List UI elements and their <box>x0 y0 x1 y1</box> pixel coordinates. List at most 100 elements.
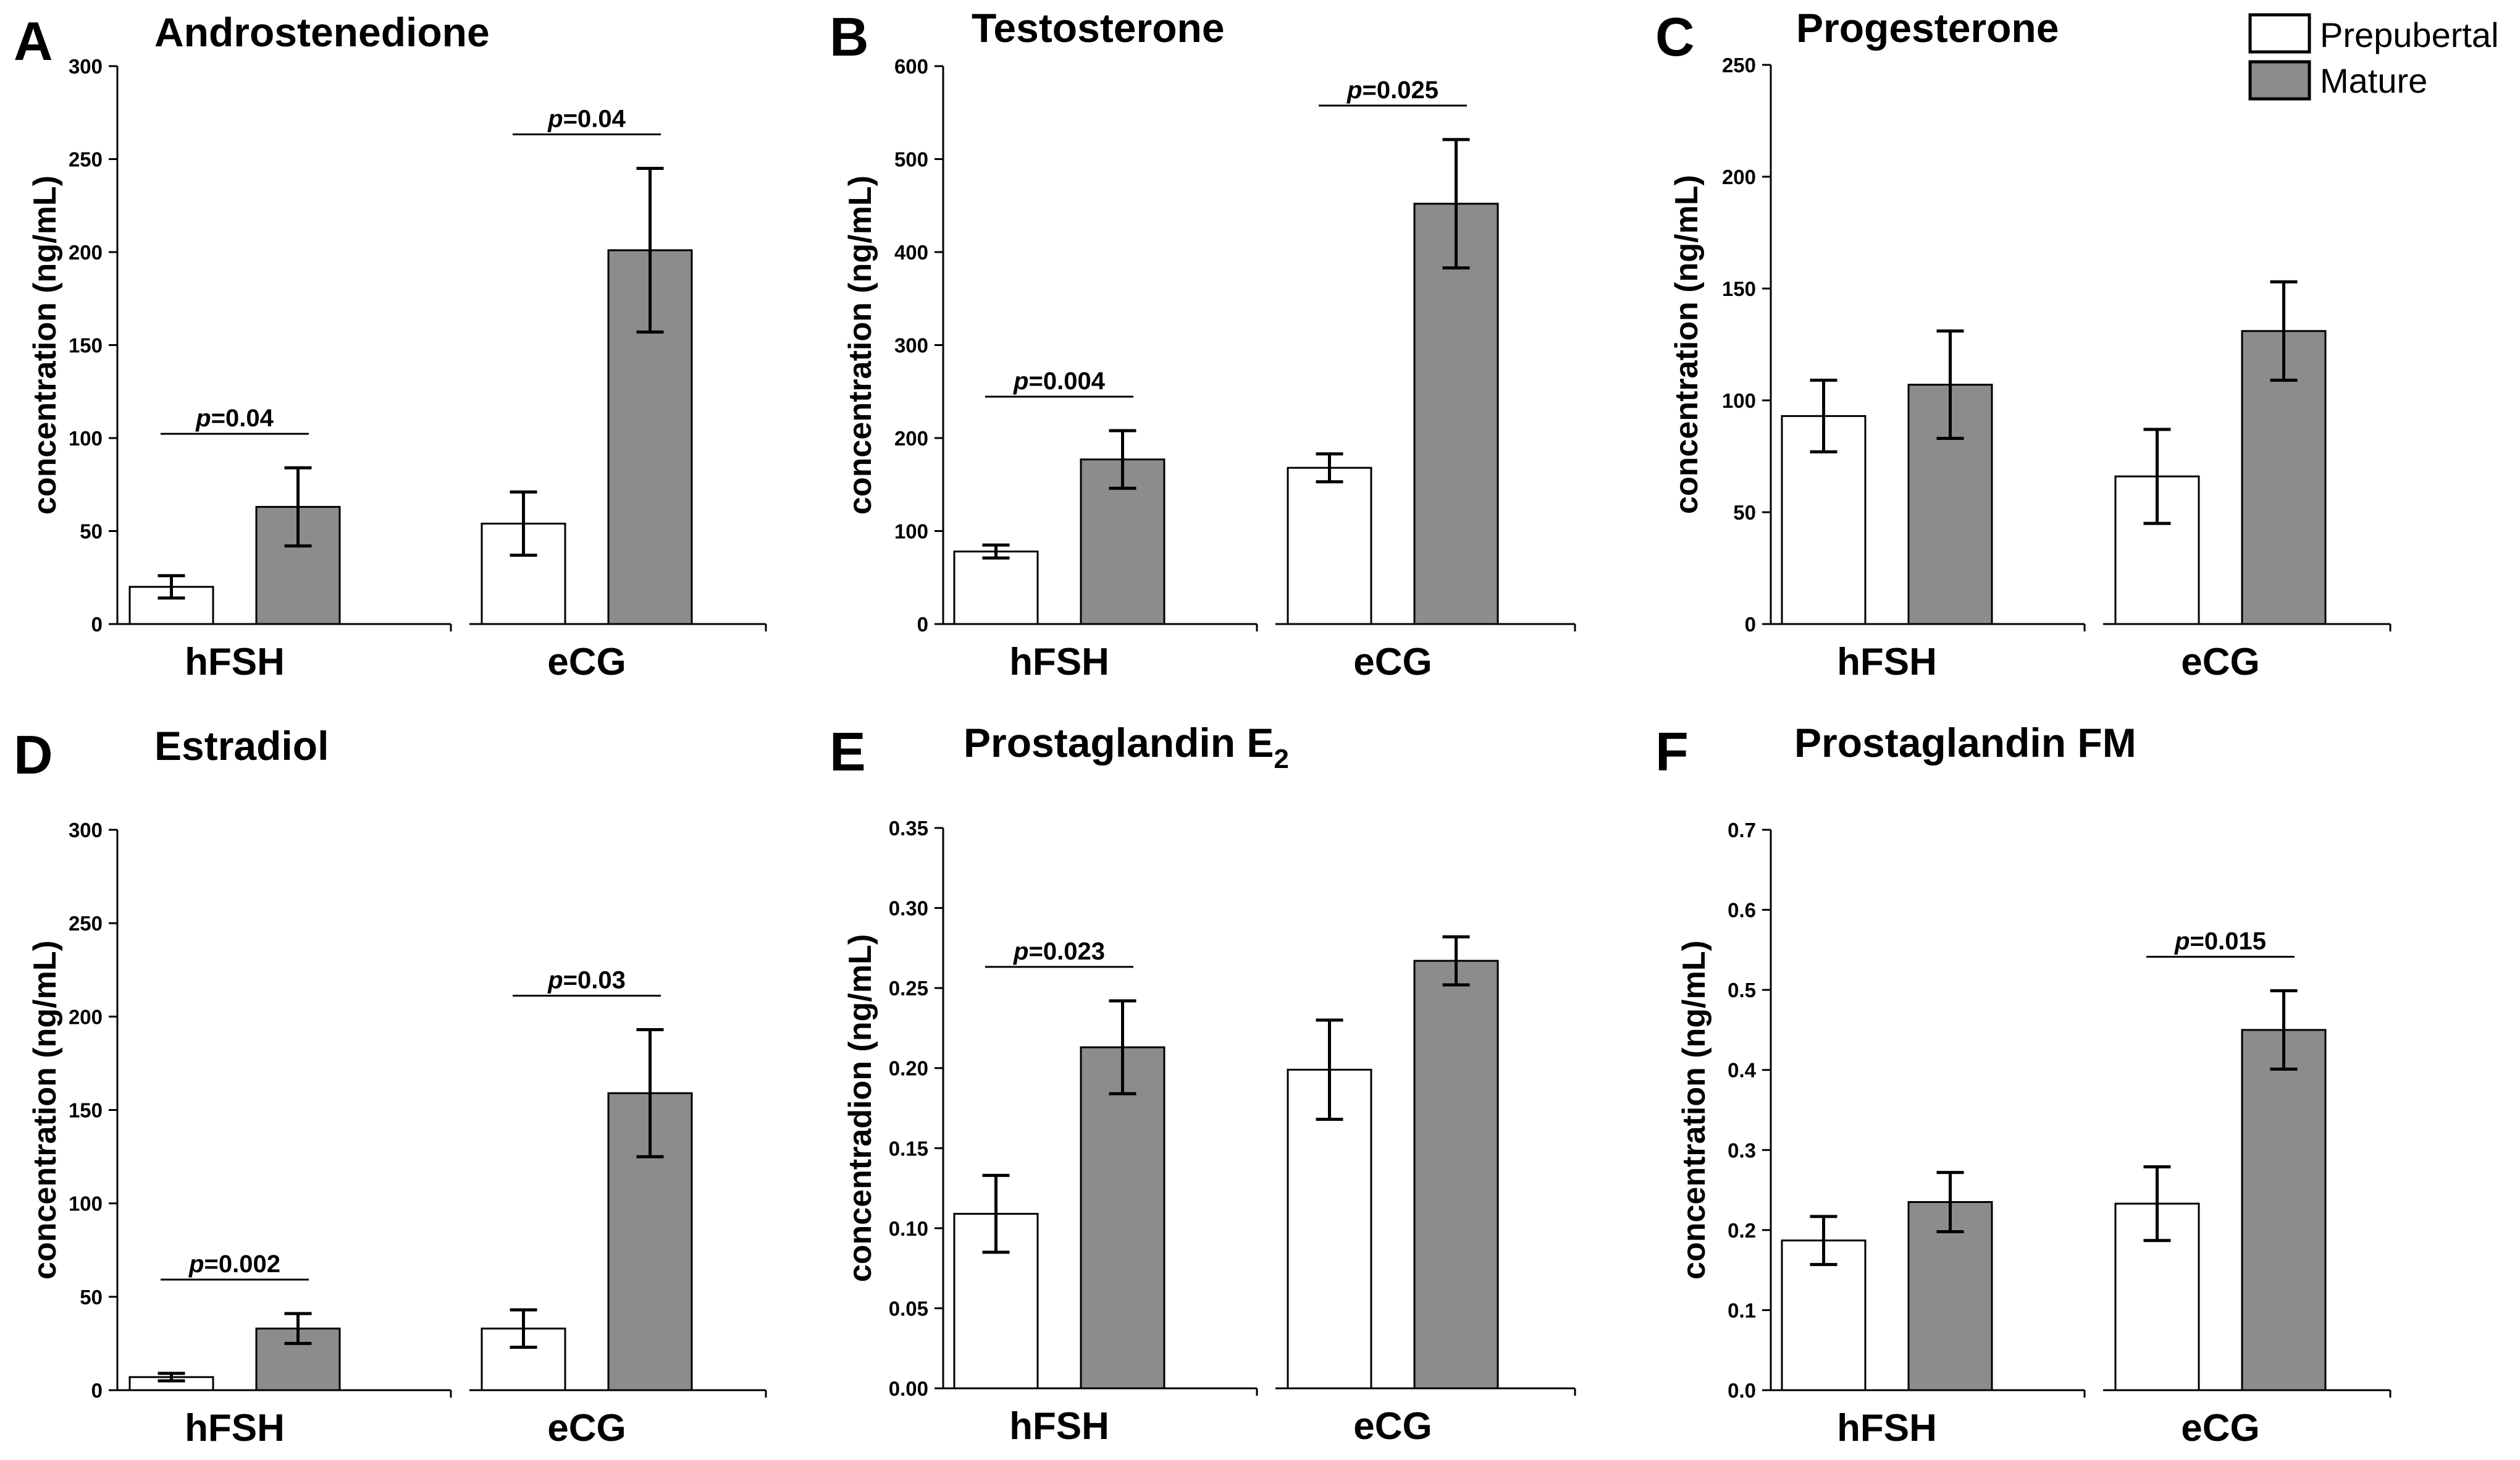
p-value: =0.002 <box>204 1251 280 1278</box>
p-value: =0.004 <box>1028 368 1105 395</box>
panel-title: Prostaglandin E2 <box>964 720 1289 774</box>
y-tick-label: 0.1 <box>1728 1299 1756 1322</box>
y-tick-label: 0.30 <box>889 897 928 920</box>
y-tick-label: 0.35 <box>889 817 928 840</box>
p-value: =0.04 <box>211 405 274 432</box>
p-value: =0.023 <box>1028 938 1104 965</box>
x-category-label: eCG <box>547 641 626 683</box>
y-tick-label: 150 <box>1722 277 1756 300</box>
y-tick-label: 0.2 <box>1728 1219 1756 1242</box>
bar-mature <box>1907 1201 1993 1391</box>
x-category-label: eCG <box>2181 641 2259 683</box>
y-tick-label: 0.4 <box>1728 1059 1757 1082</box>
panel-title: Prostaglandin FM <box>1794 720 2136 766</box>
chart-panel: E Prostaglandin E2 concentradion (ng/mL) 0.… <box>830 720 1576 1448</box>
y-axis-label: concentration (ng/mL) <box>842 175 878 515</box>
y-tick-label: 200 <box>69 241 103 264</box>
y-tick-label: 0.0 <box>1728 1379 1756 1402</box>
y-axis-label: concentradion (ng/mL) <box>842 934 878 1282</box>
y-tick-label: 100 <box>69 1192 103 1215</box>
p-value-label: p=0.04 <box>547 106 626 133</box>
y-tick-label: 0.6 <box>1728 899 1756 922</box>
panel-letter: C <box>1655 6 1695 67</box>
p-value-label: p=0.002 <box>188 1251 280 1278</box>
p-value-label: p=0.03 <box>547 966 626 994</box>
p-symbol: p <box>2174 927 2190 955</box>
bar-prepubertal <box>953 551 1039 625</box>
y-tick-label: 200 <box>69 1005 103 1028</box>
y-tick-label: 0.3 <box>1728 1139 1756 1162</box>
y-tick-label: 400 <box>894 241 928 264</box>
y-tick-label: 250 <box>69 912 103 935</box>
panel-title-subscript: 2 <box>1274 744 1288 774</box>
panel-letter: F <box>1655 721 1689 782</box>
panel-letter: A <box>14 11 53 72</box>
p-value: =0.025 <box>1362 77 1438 104</box>
chart-panel: A Androstenedione concentration (ng/mL) 0 50… <box>14 9 767 683</box>
y-axis-label: concentration (ng/mL) <box>1669 175 1705 514</box>
y-tick-label: 150 <box>69 1099 103 1122</box>
y-tick-label: 100 <box>1722 389 1756 412</box>
x-category-label: hFSH <box>185 641 285 683</box>
y-tick-label: 50 <box>80 520 103 543</box>
panel-title: Progesterone <box>1796 5 2059 51</box>
panel-letter: D <box>14 724 53 785</box>
y-tick-label: 0.20 <box>889 1057 928 1080</box>
x-category-label: hFSH <box>1837 641 1937 683</box>
y-tick-label: 200 <box>894 427 928 450</box>
y-tick-label: 0.00 <box>889 1377 928 1400</box>
panel-letter: E <box>830 721 866 782</box>
y-tick-label: 300 <box>69 55 103 78</box>
legend: Prepubertal Mature <box>2248 13 2499 101</box>
y-axis-label: concentration (ng/mL) <box>1676 940 1712 1280</box>
y-tick-label: 100 <box>894 520 928 543</box>
p-symbol: p <box>1013 368 1028 395</box>
p-symbol: p <box>547 106 563 133</box>
p-value: =0.04 <box>563 106 626 133</box>
y-tick-label: 0.25 <box>889 977 928 1000</box>
panel-title: Testosterone <box>972 5 1225 51</box>
x-category-label: eCG <box>1353 1405 1432 1448</box>
y-tick-label: 0.15 <box>889 1137 928 1160</box>
x-category-label: hFSH <box>1837 1407 1937 1449</box>
y-tick-label: 0.05 <box>889 1297 928 1320</box>
bar-prepubertal <box>1287 466 1372 625</box>
y-tick-label: 200 <box>1722 166 1756 188</box>
panel-title: Androstenedione <box>154 9 490 55</box>
legend-swatch-mature <box>2248 60 2311 101</box>
x-category-label: hFSH <box>1009 641 1109 683</box>
panels: A Androstenedione concentration (ng/mL) 0 50… <box>14 5 2392 1449</box>
y-axis-label: concentration (ng/mL) <box>27 175 63 515</box>
y-tick-label: 300 <box>894 334 928 357</box>
y-tick-label: 0 <box>91 613 103 636</box>
y-tick-label: 0 <box>917 613 928 636</box>
x-category-label: eCG <box>547 1407 626 1449</box>
y-tick-label: 100 <box>69 427 103 450</box>
y-tick-label: 0 <box>91 1379 103 1402</box>
panel-title: Estradiol <box>154 723 329 769</box>
bar-mature <box>1080 1046 1166 1390</box>
y-axis-label: concentration (ng/mL) <box>27 940 63 1280</box>
x-category-label: hFSH <box>185 1407 285 1449</box>
x-category-label: hFSH <box>1009 1405 1109 1448</box>
y-tick-label: 0.5 <box>1728 979 1756 1002</box>
y-tick-label: 300 <box>69 819 103 842</box>
p-symbol: p <box>1346 77 1362 104</box>
y-tick-label: 0.7 <box>1728 819 1756 842</box>
p-symbol: p <box>195 405 211 432</box>
x-category-label: eCG <box>1353 641 1432 683</box>
chart-panel: B Testosterone concentration (ng/mL) 0 100 20… <box>830 5 1576 683</box>
p-value-label: p=0.025 <box>1346 77 1438 104</box>
legend-swatch-prepubertal <box>2248 13 2311 54</box>
p-symbol: p <box>188 1251 204 1278</box>
p-value-label: p=0.04 <box>195 405 274 432</box>
legend-label-prepubertal: Prepubertal <box>2320 15 2499 54</box>
p-symbol: p <box>547 966 563 994</box>
p-value-label: p=0.023 <box>1013 938 1105 965</box>
p-value-label: p=0.004 <box>1013 368 1106 395</box>
y-tick-label: 50 <box>80 1286 103 1309</box>
p-value-label: p=0.015 <box>2174 927 2266 955</box>
y-tick-label: 600 <box>894 55 928 78</box>
chart-panel: F Prostaglandin FM concentration (ng/mL) 0.… <box>1655 720 2392 1449</box>
